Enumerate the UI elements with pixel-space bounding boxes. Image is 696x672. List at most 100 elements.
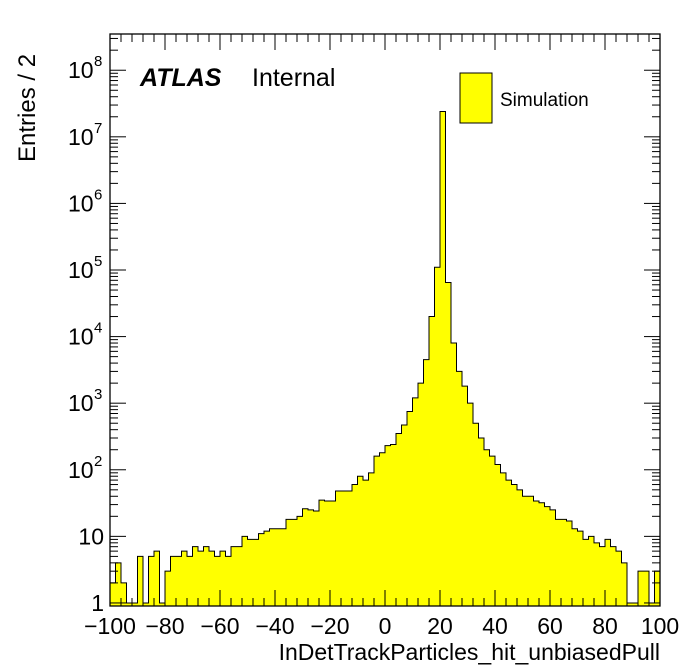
histogram-bar <box>396 433 402 606</box>
y-tick-label: 10 <box>68 124 94 150</box>
y-tick-exponent: 7 <box>94 120 102 137</box>
y-tick-exponent: 3 <box>94 386 102 403</box>
x-tick-label: −100 <box>84 613 136 639</box>
histogram-bar <box>495 464 501 606</box>
y-tick-exponent: 6 <box>94 186 102 203</box>
histogram-bar <box>632 602 638 606</box>
y-tick-label: 10 <box>68 257 94 283</box>
legend: Simulation <box>459 72 589 124</box>
y-tick-label: 1 <box>91 590 104 616</box>
histogram-bar <box>555 519 561 606</box>
histogram-bar <box>159 602 165 606</box>
y-tick-label: 10 <box>68 457 94 483</box>
y-tick-exponent: 8 <box>94 53 102 70</box>
y-axis-title: Entries / 2 <box>14 54 41 162</box>
histogram-bar <box>209 551 215 606</box>
x-tick-label: −80 <box>145 613 184 639</box>
legend-swatch <box>459 72 493 124</box>
histogram-bar <box>462 386 468 606</box>
histogram-bar <box>599 546 605 606</box>
histogram-bar <box>247 539 253 606</box>
histogram-bar <box>192 546 198 606</box>
y-tick-label: 10 <box>68 390 94 416</box>
histogram-bar <box>385 445 391 606</box>
histogram-bar <box>214 556 220 606</box>
x-axis-title: InDetTrackParticles_hit_unbiasedPull <box>279 639 660 665</box>
histogram-bar <box>313 511 319 606</box>
histogram-bar <box>170 556 176 606</box>
histogram-bar <box>484 449 490 606</box>
histogram-bar <box>143 602 149 606</box>
internal-label: Internal <box>252 64 335 92</box>
histogram-bar <box>302 508 308 606</box>
histogram-bar <box>401 425 407 606</box>
histogram-bar <box>297 516 303 606</box>
histogram-bar <box>511 484 517 606</box>
x-tick-label: 40 <box>482 613 508 639</box>
x-tick-label: 100 <box>641 613 679 639</box>
axis-ticks <box>109 34 661 606</box>
histogram-bar <box>203 546 209 606</box>
x-tick-label: 80 <box>592 613 618 639</box>
histogram-bar <box>374 456 380 606</box>
histogram-bar <box>379 452 385 606</box>
histogram-bar <box>176 556 182 606</box>
histogram-bar <box>610 546 616 606</box>
histogram-bar <box>517 489 523 606</box>
histogram-bar <box>231 546 237 606</box>
histogram-bar <box>544 506 550 606</box>
histogram-bar <box>533 500 539 606</box>
histogram-bar <box>126 602 132 606</box>
histogram-bar <box>506 480 512 606</box>
histogram-bar <box>187 556 193 606</box>
legend-label: Simulation <box>500 90 589 111</box>
histogram-bar <box>572 528 578 606</box>
histogram-bar <box>225 556 231 606</box>
histogram-bar <box>341 490 347 606</box>
histogram-bar <box>654 571 660 606</box>
histogram-bar <box>132 602 138 606</box>
histogram-bar <box>137 556 143 606</box>
histogram-bar <box>561 519 567 606</box>
histogram-bar <box>467 403 473 606</box>
y-tick-label: 10 <box>68 190 94 216</box>
histogram-bar <box>253 539 259 606</box>
y-tick-label: 10 <box>68 57 94 83</box>
histogram-bar <box>357 476 363 606</box>
histogram-bar <box>154 551 160 606</box>
histogram-bar <box>280 528 286 606</box>
histogram-bar <box>346 490 352 606</box>
histogram-bar <box>539 502 545 606</box>
x-tick-label: −20 <box>310 613 349 639</box>
histogram-bar <box>308 509 314 606</box>
histogram-bar <box>286 519 292 606</box>
histogram-bar <box>275 528 281 606</box>
y-tick-label: 10 <box>68 324 94 350</box>
histogram-bar <box>473 423 479 606</box>
histogram-bar <box>418 383 424 606</box>
x-tick-label: −60 <box>200 613 239 639</box>
histogram-bar <box>319 500 325 606</box>
histogram-bar <box>181 551 187 606</box>
histogram-bar <box>588 536 594 606</box>
histogram-bar <box>643 571 649 606</box>
histogram-bar <box>242 536 248 606</box>
histogram-bar <box>121 582 127 606</box>
histogram-bar <box>489 456 495 606</box>
y-tick-label: 10 <box>78 523 104 549</box>
histogram-bar <box>324 500 330 606</box>
y-tick-exponent: 5 <box>94 253 102 270</box>
histogram-bar <box>445 282 451 606</box>
histogram-bar <box>269 528 275 606</box>
histogram-bar <box>638 571 644 606</box>
histogram-bar <box>605 539 611 606</box>
histogram-bar <box>330 500 336 606</box>
histogram-bar <box>220 551 226 606</box>
histogram-bar <box>258 533 264 606</box>
histogram-bar <box>148 556 154 606</box>
histogram-bar <box>264 531 270 606</box>
histogram-bar <box>110 582 116 606</box>
histogram-bar <box>434 267 440 606</box>
